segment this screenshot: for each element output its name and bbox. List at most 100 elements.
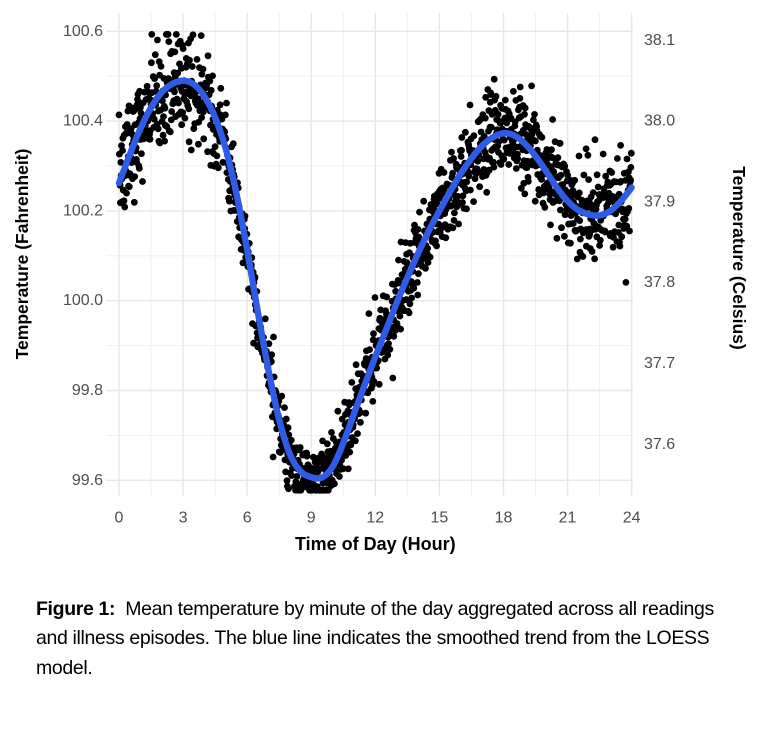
- scatter-point: [370, 378, 378, 385]
- scatter-point: [115, 111, 123, 119]
- scatter-point: [594, 183, 602, 191]
- scatter-point: [179, 45, 187, 52]
- scatter-point: [608, 169, 616, 176]
- scatter-point: [561, 211, 569, 219]
- scatter-point: [450, 217, 458, 224]
- scatter-point: [553, 234, 561, 242]
- scatter-point: [161, 104, 169, 112]
- scatter-point: [370, 330, 377, 338]
- scatter-point: [467, 186, 474, 194]
- scatter-point: [617, 142, 624, 149]
- y-tick-label-fahrenheit: 100.2: [63, 202, 103, 219]
- scatter-point: [331, 480, 338, 488]
- scatter-point: [459, 192, 467, 200]
- scatter-point: [159, 97, 166, 105]
- scatter-point: [328, 429, 335, 436]
- scatter-point: [148, 31, 156, 38]
- axis-ticks: 99.6 99.8 100.0 100.2 100.4 100.6 37.6 37.7 37.8…: [63, 23, 675, 527]
- scatter-point: [131, 173, 139, 181]
- scatter-point: [222, 111, 229, 119]
- scatter-point: [204, 52, 212, 60]
- scatter-point: [436, 195, 444, 202]
- scatter-point: [450, 155, 457, 162]
- scatter-point: [614, 155, 621, 162]
- scatter-point: [455, 220, 462, 228]
- scatter-point: [494, 111, 502, 118]
- scatter-point: [334, 407, 342, 415]
- scatter-point: [457, 153, 465, 160]
- scatter-point: [125, 183, 133, 191]
- scatter-point: [285, 485, 292, 493]
- scatter-point: [188, 63, 196, 70]
- scatter-point: [151, 51, 159, 59]
- x-tick-label: 24: [623, 510, 641, 527]
- scatter-point: [601, 228, 609, 236]
- scatter-point: [525, 178, 532, 185]
- scatter-point: [134, 96, 141, 103]
- scatter-point: [124, 107, 132, 115]
- scatter-point: [217, 84, 225, 92]
- scatter-point: [362, 409, 370, 417]
- scatter-point: [229, 140, 237, 148]
- scatter-point: [521, 190, 529, 198]
- scatter-point: [528, 82, 535, 90]
- scatter-point: [593, 171, 601, 179]
- scatter-point: [390, 332, 398, 340]
- scatter-point: [557, 206, 564, 214]
- scatter-point: [626, 227, 633, 235]
- scatter-point: [168, 108, 176, 115]
- scatter-point: [458, 146, 465, 154]
- scatter-point: [530, 116, 537, 124]
- scatter-point: [567, 239, 574, 247]
- scatter-point: [369, 398, 377, 405]
- scatter-point: [627, 176, 634, 184]
- scatter-point: [546, 186, 553, 193]
- y-axis-title-left: Temperature (Fahrenheit): [12, 149, 32, 360]
- scatter-point: [209, 72, 217, 80]
- loess-line: [115, 77, 635, 482]
- scatter-point: [538, 176, 545, 183]
- scatter-point: [138, 150, 145, 158]
- scatter-point: [591, 255, 598, 263]
- figure-caption-label: Figure 1:: [36, 598, 116, 620]
- scatter-point: [269, 453, 277, 461]
- scatter-point: [166, 128, 174, 136]
- scatter-point: [470, 198, 477, 206]
- scatter-point: [375, 380, 383, 388]
- scatter-point: [185, 138, 193, 146]
- scatter-point: [293, 473, 301, 480]
- y-axis-title-right: Temperature (Celsius): [729, 166, 749, 349]
- scatter-point: [151, 75, 159, 82]
- scatter-point: [160, 113, 167, 120]
- scatter-point: [622, 279, 630, 286]
- scatter-point: [371, 294, 379, 301]
- scatter-point: [130, 198, 138, 206]
- scatter-point: [500, 155, 508, 163]
- scatter-point: [386, 345, 394, 353]
- scatter-point: [548, 146, 555, 154]
- scatter-point: [347, 441, 355, 449]
- scatter-point: [223, 99, 230, 107]
- scatter-point: [175, 99, 182, 107]
- scatter-point: [580, 171, 588, 179]
- scatter-point: [556, 139, 564, 147]
- y-tick-label-celsius: 37.8: [644, 274, 675, 291]
- scatter-point: [119, 147, 126, 154]
- y-tick-label-celsius: 38.0: [644, 113, 675, 130]
- scatter-point: [490, 75, 498, 83]
- y-tick-label-fahrenheit: 99.6: [72, 472, 103, 489]
- scatter-point: [310, 453, 317, 461]
- scatter-point: [174, 69, 182, 77]
- scatter-point: [490, 163, 498, 171]
- scatter-point: [623, 155, 631, 163]
- scatter-point: [185, 105, 193, 113]
- scatter-point: [204, 148, 212, 156]
- scatter-point: [433, 242, 440, 250]
- scatter-point: [589, 189, 597, 197]
- scatter-point: [178, 121, 186, 129]
- scatter-point: [547, 221, 554, 229]
- scatter-point: [516, 83, 524, 91]
- scatter-point: [488, 123, 495, 131]
- scatter-point: [541, 203, 549, 211]
